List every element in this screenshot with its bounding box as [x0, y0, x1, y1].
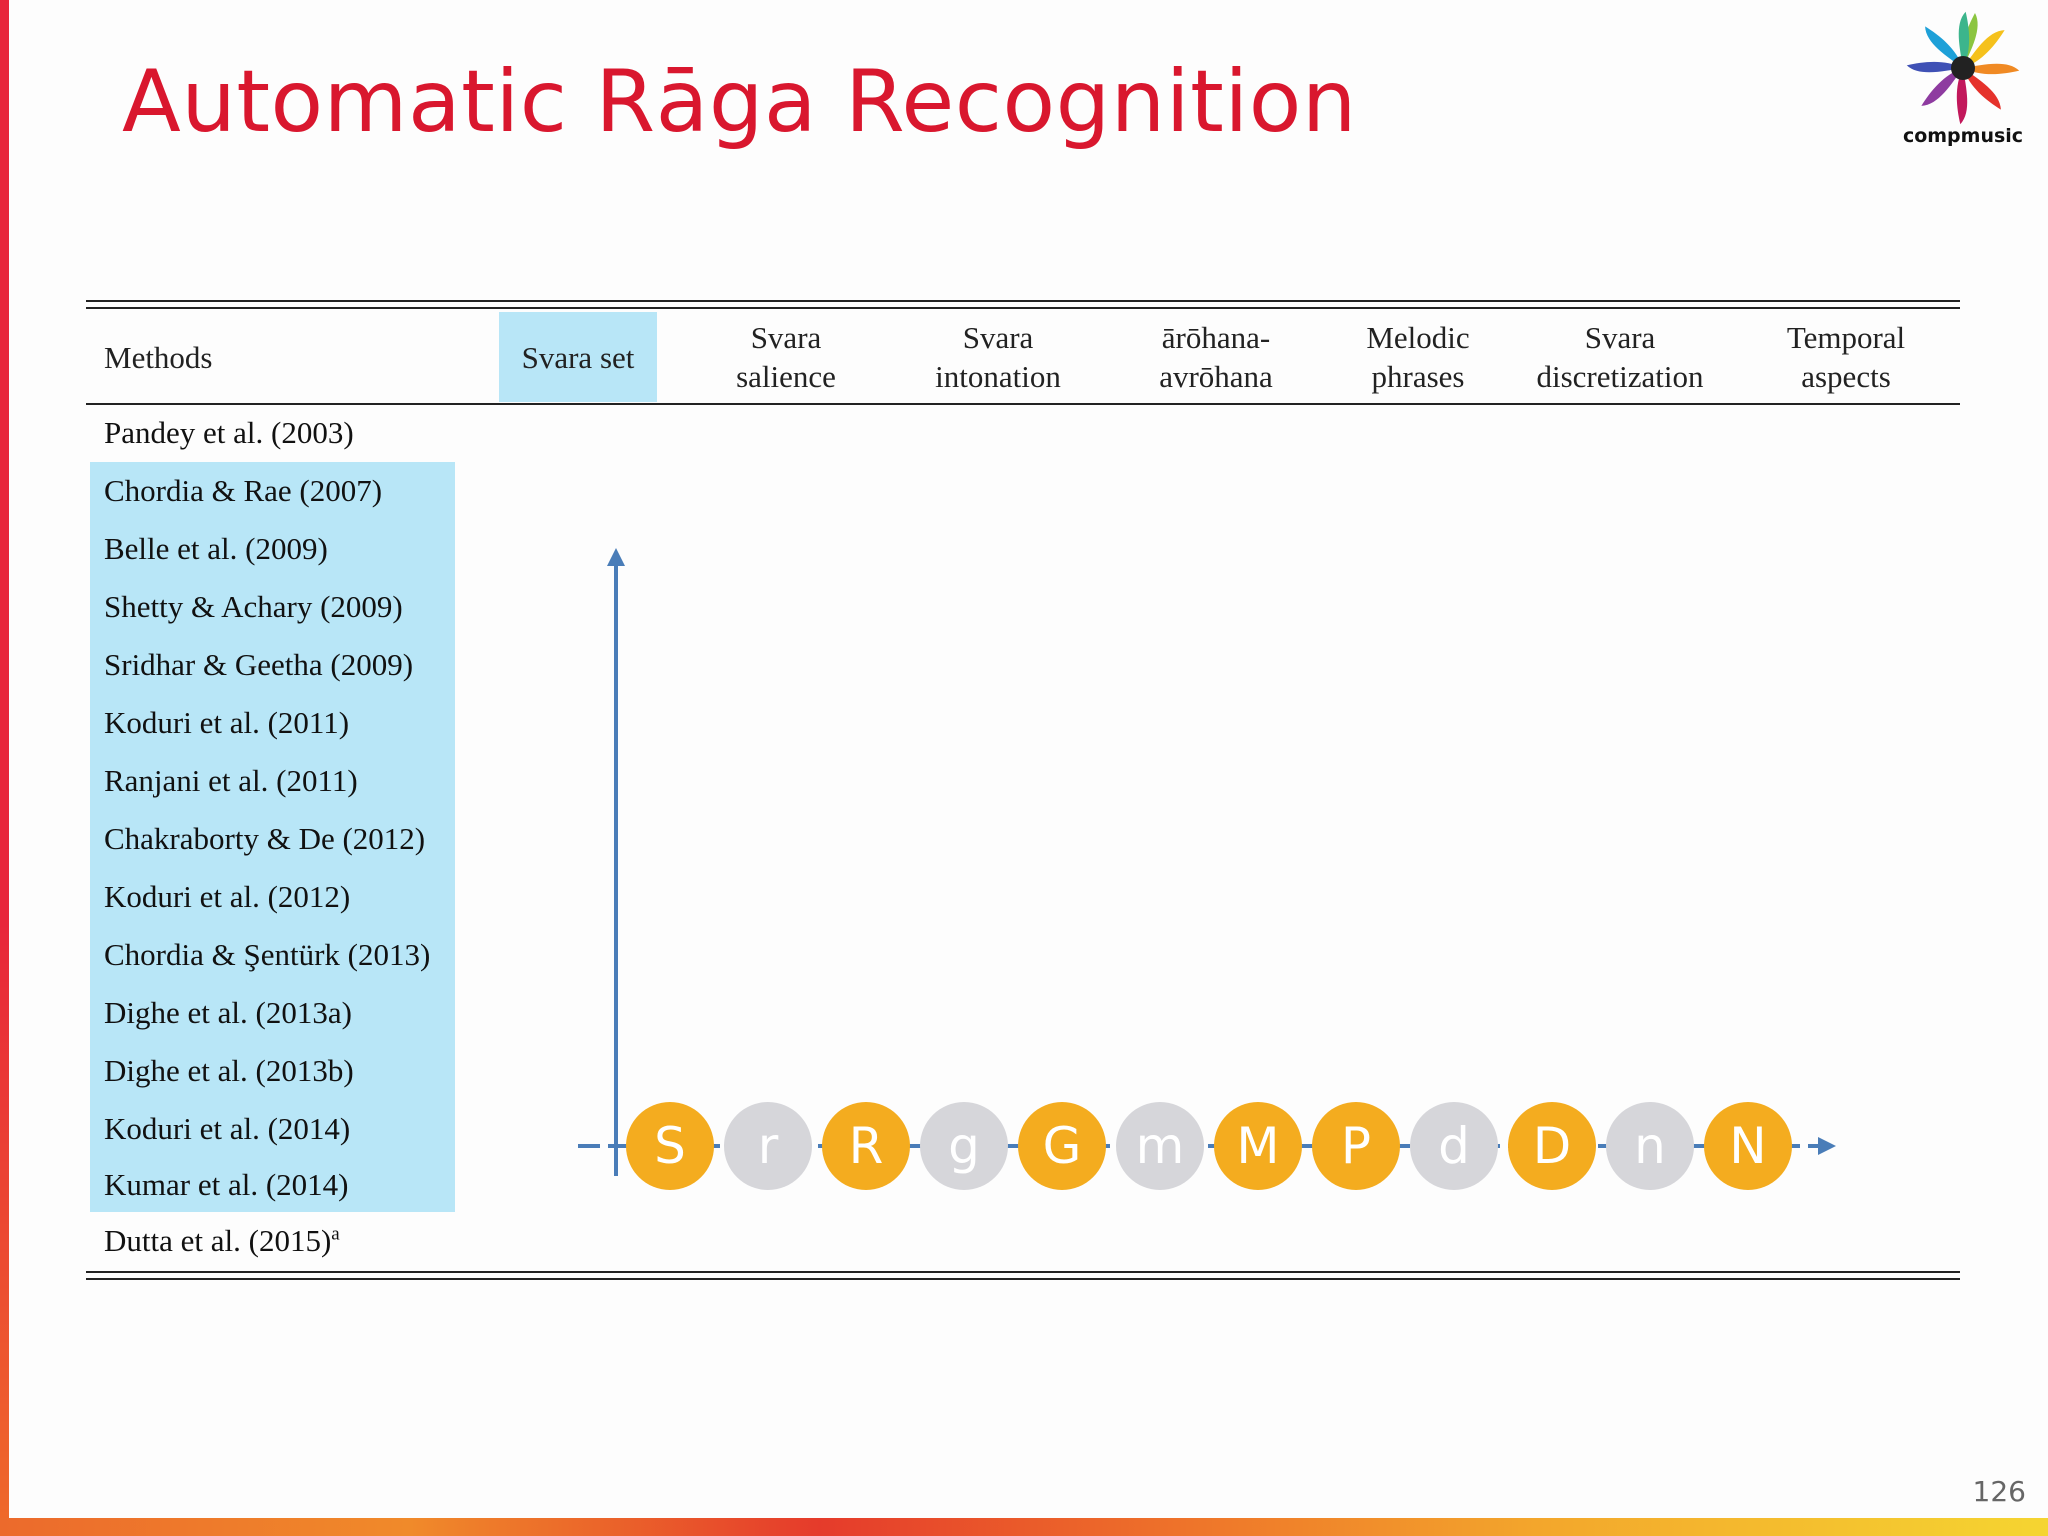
left-accent-bar	[0, 0, 9, 1536]
method-row: Belle et al. (2009)	[104, 520, 328, 578]
table-top-rule-inner	[86, 307, 1960, 309]
method-row: Chordia & Rae (2007)	[104, 462, 382, 520]
svara-circle	[1410, 1102, 1498, 1190]
svara-circle	[1606, 1102, 1694, 1190]
method-name: Shetty & Achary (2009)	[104, 589, 403, 624]
header-line: Svara	[962, 320, 1034, 355]
method-footnote-marker: a	[331, 1223, 340, 1245]
logo-text: compmusic	[1902, 125, 2024, 147]
svara-label: N	[1729, 1117, 1766, 1175]
table-bottom-rule	[86, 1271, 1960, 1273]
table-top-rule	[86, 300, 1960, 302]
method-row: Ranjani et al. (2011)	[104, 752, 358, 810]
vertical-axis-arrowhead	[607, 548, 625, 566]
svara-label: m	[1136, 1117, 1185, 1175]
header-line: salience	[736, 359, 836, 394]
svara-label: D	[1533, 1117, 1572, 1175]
method-row: Dighe et al. (2013b)	[104, 1042, 354, 1100]
pinwheel-logo-icon	[1906, 11, 2020, 125]
header-line: Svara	[1584, 320, 1656, 355]
svara-circle	[1214, 1102, 1302, 1190]
method-row: Pandey et al. (2003)	[104, 404, 354, 462]
header-line: phrases	[1371, 359, 1465, 394]
header-temporal-aspects: Temporal aspects	[1746, 312, 1946, 402]
header-svara-set: Svara set	[499, 312, 657, 402]
method-name: Koduri et al. (2014)	[104, 1111, 351, 1146]
method-row: Dighe et al. (2013a)	[104, 984, 352, 1042]
svara-circle	[1508, 1102, 1596, 1190]
svara-circle	[822, 1102, 910, 1190]
svara-label: d	[1438, 1117, 1470, 1175]
header-line: Temporal	[1786, 320, 1906, 355]
header-melodic-phrases: Melodic phrases	[1318, 312, 1518, 402]
method-row: Chakraborty & De (2012)	[104, 810, 425, 868]
svara-label: G	[1043, 1117, 1082, 1175]
header-line: Svara	[750, 320, 822, 355]
svara-label: R	[849, 1117, 884, 1175]
svara-label: g	[948, 1117, 980, 1175]
header-line: Melodic	[1366, 320, 1470, 355]
method-row: Koduri et al. (2012)	[104, 868, 350, 926]
svara-circle	[1704, 1102, 1792, 1190]
table-header-rule	[86, 403, 1960, 405]
compmusic-logo: compmusic	[1898, 10, 2028, 152]
method-row: Dutta et al. (2015)a	[104, 1212, 340, 1270]
method-name: Chordia & Rae (2007)	[104, 473, 383, 508]
method-row: Koduri et al. (2014)	[104, 1100, 350, 1158]
svara-label: n	[1634, 1117, 1666, 1175]
svara-circle	[1116, 1102, 1204, 1190]
header-svara-salience: Svara salience	[686, 312, 886, 402]
method-row: Koduri et al. (2011)	[104, 694, 349, 752]
header-svara-discretization: Svara discretization	[1510, 312, 1730, 402]
bottom-accent-bar	[0, 1518, 2048, 1536]
page-number: 126	[1972, 1475, 2026, 1508]
method-name: Ranjani et al. (2011)	[104, 763, 358, 798]
svara-label: M	[1236, 1117, 1279, 1175]
header-line: discretization	[1536, 359, 1704, 394]
method-name: Koduri et al. (2012)	[104, 879, 351, 914]
svara-circle	[920, 1102, 1008, 1190]
method-name: Chordia & Şentürk (2013)	[104, 937, 431, 972]
method-row: Shetty & Achary (2009)	[104, 578, 403, 636]
header-svara-intonation: Svara intonation	[898, 312, 1098, 402]
method-row: Kumar et al. (2014)	[104, 1156, 348, 1214]
svara-label: S	[654, 1117, 686, 1175]
header-line: avrōhana	[1159, 359, 1273, 394]
slide-title: Automatic Rāga Recognition	[122, 52, 1357, 152]
method-name: Dighe et al. (2013b)	[104, 1053, 354, 1088]
svara-circle	[724, 1102, 812, 1190]
method-name: Dighe et al. (2013a)	[104, 995, 352, 1030]
method-row: Sridhar & Geetha (2009)	[104, 636, 413, 694]
svara-circle	[626, 1102, 714, 1190]
method-name: Kumar et al. (2014)	[104, 1167, 349, 1202]
svara-label: r	[758, 1117, 779, 1175]
header-line: aspects	[1801, 359, 1891, 394]
header-arohana-avrohana: ārōhana-avrōhana	[1116, 312, 1316, 402]
svara-circle	[1018, 1102, 1106, 1190]
methods-highlight-band	[90, 462, 455, 1212]
method-name: Koduri et al. (2011)	[104, 705, 350, 740]
method-name: Chakraborty & De (2012)	[104, 821, 426, 856]
header-methods-label: Methods	[104, 339, 213, 375]
horizontal-axis-arrowhead	[1818, 1137, 1836, 1155]
table-bottom-rule-inner	[86, 1278, 1960, 1280]
header-methods: Methods	[104, 312, 364, 402]
method-name: Dutta et al. (2015)	[104, 1223, 332, 1258]
method-row: Chordia & Şentürk (2013)	[104, 926, 430, 984]
svara-circle	[1312, 1102, 1400, 1190]
header-line: intonation	[935, 359, 1061, 394]
svara-label: P	[1341, 1117, 1371, 1175]
header-svara-set-label: Svara set	[521, 339, 635, 375]
header-line: ārōhana-	[1161, 320, 1271, 355]
method-name: Belle et al. (2009)	[104, 531, 328, 566]
method-name: Pandey et al. (2003)	[104, 415, 354, 450]
method-name: Sridhar & Geetha (2009)	[104, 647, 414, 682]
